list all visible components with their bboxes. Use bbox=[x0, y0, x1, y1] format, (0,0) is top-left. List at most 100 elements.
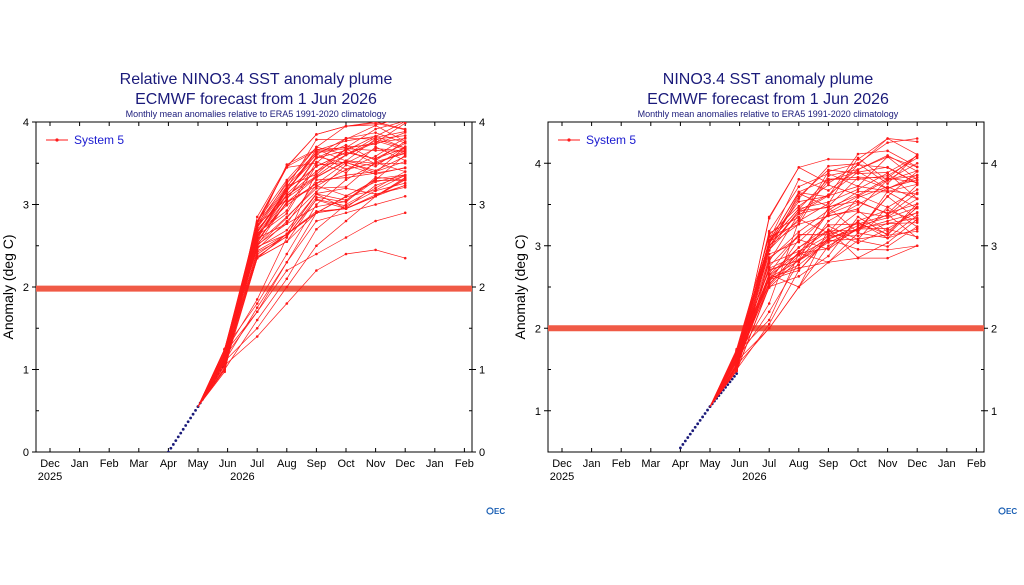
y-tick-label-right: 2 bbox=[479, 282, 485, 294]
ensemble-member-point bbox=[223, 348, 226, 352]
ensemble-member-point bbox=[285, 209, 289, 212]
observed-point bbox=[686, 436, 690, 439]
ensemble-member-point bbox=[315, 163, 318, 167]
ensemble-member-point bbox=[344, 159, 348, 162]
ensemble-member-point bbox=[856, 219, 860, 223]
ensemble-member-point bbox=[255, 335, 259, 338]
ensemble-member-point bbox=[255, 306, 259, 309]
ensemble-member-point bbox=[255, 215, 259, 219]
ensemble-member-point bbox=[886, 155, 889, 159]
x-tick-label: Feb bbox=[967, 458, 986, 470]
ensemble-member-point bbox=[223, 364, 226, 368]
ensemble-member-point bbox=[285, 194, 289, 198]
ensemble-member-point bbox=[915, 182, 919, 185]
ensemble-member-point bbox=[403, 134, 407, 137]
ensemble-member-point bbox=[827, 206, 830, 209]
ensemble-member-point bbox=[886, 216, 889, 220]
fan-line bbox=[709, 360, 737, 407]
ensemble-member-point bbox=[285, 285, 289, 289]
ensemble-member-point bbox=[856, 170, 860, 173]
ensemble-member-point bbox=[315, 203, 318, 206]
ensemble-member-point bbox=[403, 173, 407, 177]
ensemble-member-point bbox=[344, 236, 348, 239]
observed-point bbox=[679, 446, 682, 450]
legend-label: System 5 bbox=[586, 133, 636, 147]
ensemble-member-point bbox=[315, 244, 318, 248]
ensemble-member-point bbox=[856, 163, 860, 166]
ensemble-member-point bbox=[255, 326, 259, 330]
ensemble-member-point bbox=[374, 131, 377, 134]
y-axis-label: Anomaly (deg C) bbox=[512, 234, 528, 339]
observed-point bbox=[683, 439, 687, 443]
ensemble-member-point bbox=[344, 153, 348, 157]
x-tick-label: Apr bbox=[672, 458, 689, 470]
ensemble-member-point bbox=[344, 204, 348, 208]
ensemble-member-point bbox=[886, 221, 889, 225]
x-tick-label: Sep bbox=[819, 458, 839, 470]
ensemble-member-point bbox=[797, 207, 801, 211]
ensemble-member-point bbox=[285, 190, 289, 193]
ensemble-member-point bbox=[767, 262, 771, 265]
ecmwf-logo-text: EC bbox=[1006, 507, 1017, 516]
x-tick-label: Jan bbox=[938, 458, 956, 470]
ensemble-member-point bbox=[344, 178, 348, 182]
ensemble-member-point bbox=[856, 188, 860, 191]
ensemble-member-point bbox=[886, 233, 889, 237]
ensemble-member-point bbox=[255, 222, 259, 225]
ensemble-member-point bbox=[403, 127, 407, 131]
ensemble-member-point bbox=[374, 194, 377, 198]
ensemble-member-point bbox=[344, 163, 348, 167]
ensemble-member-point bbox=[315, 172, 318, 176]
ensemble-member-point bbox=[767, 229, 771, 233]
ensemble-member-point bbox=[767, 215, 771, 219]
ensemble-member-point bbox=[886, 137, 889, 140]
ensemble-member-line bbox=[736, 154, 918, 352]
x-tick-label: Oct bbox=[337, 458, 354, 470]
ensemble-member-point bbox=[315, 182, 318, 186]
observed-point bbox=[174, 439, 178, 443]
observed-point bbox=[169, 446, 173, 450]
x-tick-label: Dec bbox=[907, 458, 927, 470]
ensemble-member-point bbox=[797, 200, 801, 203]
ensemble-member-point bbox=[344, 252, 348, 256]
ensemble-member-point bbox=[915, 229, 919, 233]
ensemble-member-point bbox=[285, 235, 289, 239]
observed-point bbox=[706, 408, 709, 412]
x-tick-label: Mar bbox=[129, 458, 148, 470]
ensemble-member-point bbox=[856, 158, 860, 161]
legend-label: System 5 bbox=[74, 133, 124, 147]
ensemble-member-point bbox=[403, 136, 407, 140]
ensemble-member-point bbox=[374, 164, 377, 168]
x-tick-label: Jan bbox=[583, 458, 601, 470]
ensemble-member-point bbox=[915, 188, 919, 191]
ensemble-member-point bbox=[915, 191, 919, 195]
ensemble-member-point bbox=[827, 224, 830, 228]
ensemble-member-point bbox=[255, 256, 259, 260]
ensemble-member-point bbox=[856, 224, 860, 227]
ensemble-member-point bbox=[797, 258, 801, 262]
ensemble-member-point bbox=[374, 183, 377, 187]
x-tick-label: Oct bbox=[849, 458, 866, 470]
ensemble-member-point bbox=[915, 211, 919, 214]
ensemble-member-point bbox=[797, 269, 801, 272]
x-year-label: 2025 bbox=[38, 471, 62, 483]
y-axis-label: Anomaly (deg C) bbox=[0, 234, 16, 339]
ensemble-member-point bbox=[797, 235, 801, 239]
y-tick-label-left: 1 bbox=[535, 406, 541, 418]
ensemble-member-point bbox=[344, 185, 348, 189]
ensemble-member-point bbox=[735, 369, 738, 372]
ensemble-member-point bbox=[797, 191, 801, 194]
ensemble-member-point bbox=[797, 219, 801, 223]
ensemble-member-point bbox=[344, 147, 348, 151]
ensemble-member-point bbox=[344, 149, 348, 152]
ensemble-member-point bbox=[797, 209, 801, 213]
ensemble-member-point bbox=[403, 140, 407, 143]
ensemble-member-point bbox=[315, 252, 318, 256]
ensemble-member-point bbox=[886, 241, 889, 245]
ensemble-member-point bbox=[374, 189, 377, 193]
ensemble-member-point bbox=[827, 194, 830, 198]
observed-point bbox=[167, 450, 170, 452]
ensemble-member-point bbox=[827, 164, 830, 168]
ensemble-member-point bbox=[886, 179, 889, 182]
nino34-relative-plume-chart: Relative NINO3.4 SST anomaly plume ECMWF … bbox=[0, 71, 505, 516]
